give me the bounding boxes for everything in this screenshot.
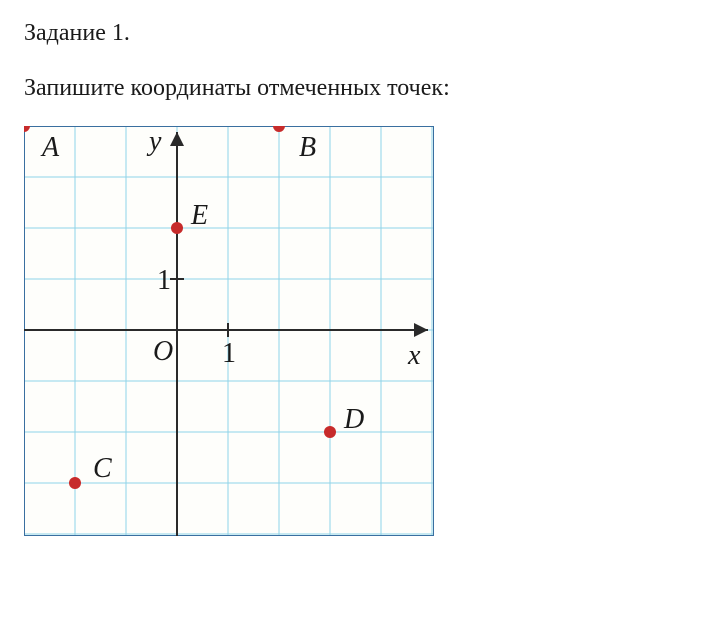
svg-text:D: D xyxy=(343,404,364,435)
task-prompt: Запишите координаты отмеченных точек: xyxy=(24,75,678,102)
svg-text:E: E xyxy=(190,200,208,231)
svg-text:B: B xyxy=(299,132,316,163)
coordinate-grid-svg: Ox y 1 1 A B C D E xyxy=(24,126,434,536)
svg-text:1: 1 xyxy=(157,265,171,296)
svg-text:y: y xyxy=(146,126,162,157)
svg-text:A: A xyxy=(40,132,60,163)
coordinate-chart: Ox y 1 1 A B C D E xyxy=(24,126,434,536)
svg-text:1: 1 xyxy=(222,338,236,369)
task-title: Задание 1. xyxy=(24,20,678,47)
svg-text:C: C xyxy=(93,453,112,484)
svg-text:x: x xyxy=(407,340,421,371)
svg-text:O: O xyxy=(153,336,173,367)
